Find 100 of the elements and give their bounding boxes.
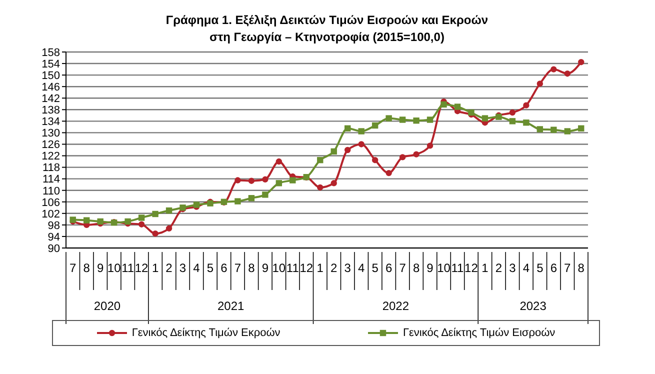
x-tick-label: 12	[134, 261, 149, 275]
point	[317, 156, 324, 164]
legend-label: Γενικός Δείκτης Τιμών Εκροών	[132, 327, 280, 339]
point	[399, 154, 406, 160]
point	[386, 115, 392, 122]
x-tick-label: 6	[550, 261, 558, 275]
x-tick-label: 9	[97, 261, 104, 275]
x-tick-label: 5	[206, 261, 214, 275]
point	[426, 142, 434, 149]
x-tick-label: 3	[179, 261, 186, 275]
x-tick-label: 7	[564, 261, 572, 275]
point	[290, 177, 296, 184]
point	[454, 104, 461, 110]
chart-title: Γράφημα 1. Εξέλιξη Δεικτών Τιμών Εισροών και Εκροών στη Γεωργία – Κτηνοτροφία (2015=100,0)	[164, 12, 490, 46]
x-tick-label: 3	[509, 261, 516, 275]
x-tick-label: 4	[358, 261, 365, 275]
point	[344, 146, 351, 154]
point	[248, 178, 255, 184]
x-tick-label: 11	[122, 261, 134, 275]
text: 2020	[94, 299, 121, 313]
point	[509, 118, 516, 124]
x-tick-label: 4	[193, 261, 200, 275]
y-tick-label: 98	[48, 220, 60, 232]
point	[523, 120, 530, 126]
x-tick-label: 8	[412, 261, 420, 275]
point	[372, 156, 378, 164]
point	[152, 210, 158, 218]
point	[578, 58, 584, 66]
x-tick-label: 7	[234, 261, 242, 275]
point	[564, 128, 570, 134]
y-tick-label: 126	[42, 139, 60, 152]
y-tick-label: 146	[42, 81, 60, 94]
point	[138, 221, 145, 228]
x-tick-label: 11	[286, 261, 300, 275]
point	[482, 115, 488, 122]
x-tick-label: 11	[451, 261, 464, 275]
point	[262, 176, 268, 182]
point	[413, 151, 420, 158]
legend-label: Γενικός Δείκτης Τιμών Εισροών	[402, 327, 556, 339]
point	[234, 177, 241, 184]
y-tick-label: 130	[42, 128, 60, 140]
point	[550, 66, 557, 72]
x-tick-label: 5	[372, 261, 379, 275]
y-tick-label: 102	[42, 208, 60, 220]
y-tick-label: 122	[42, 150, 60, 163]
x-tick-label: 8	[83, 261, 90, 275]
y-tick-label: 142	[42, 93, 60, 106]
point	[138, 214, 145, 221]
point	[523, 102, 530, 108]
x-tick-label: 2	[495, 261, 502, 275]
x-tick-label: 12	[300, 261, 314, 275]
y-tick-label: 118	[42, 162, 60, 174]
point	[166, 225, 172, 232]
point	[413, 118, 420, 124]
point	[166, 207, 172, 214]
point	[426, 116, 434, 123]
point	[564, 70, 570, 77]
y-tick-label: 106	[42, 196, 60, 209]
point	[358, 128, 364, 134]
point	[578, 125, 584, 132]
point	[330, 180, 337, 186]
point	[536, 126, 544, 132]
x-tick-label: 10	[107, 261, 122, 275]
x-tick-label: 2	[166, 261, 173, 275]
text: 2021	[217, 299, 245, 313]
x-tick-label: 4	[522, 261, 530, 275]
point	[509, 109, 516, 116]
x-tick-label: 2	[330, 261, 338, 275]
x-tick-label: 10	[437, 261, 451, 275]
point	[330, 148, 337, 155]
y-tick-label: 154	[42, 58, 60, 70]
x-tick-label: 7	[399, 261, 406, 275]
point	[276, 158, 282, 165]
point	[372, 122, 378, 129]
point	[234, 198, 241, 204]
y-tick-label: 138	[42, 104, 60, 117]
y-tick-label: 90	[48, 242, 60, 255]
point	[248, 195, 255, 202]
text: 2022	[382, 299, 410, 313]
y-tick-label: 158	[42, 46, 60, 59]
text: 2023	[520, 299, 547, 313]
x-tick-label: 8	[578, 261, 585, 275]
y-tick-label: 114	[42, 174, 60, 186]
point	[152, 230, 158, 237]
y-tick-label: 110	[42, 185, 60, 198]
point	[550, 126, 557, 133]
point	[262, 192, 268, 198]
y-tick-label: 134	[42, 116, 60, 128]
point	[84, 217, 90, 224]
point	[358, 141, 364, 148]
x-tick-label: 12	[464, 261, 478, 275]
x-tick-label: 1	[152, 261, 159, 275]
point	[317, 184, 324, 191]
point	[276, 180, 282, 186]
y-tick-label: 94	[48, 231, 60, 244]
x-tick-label: 6	[220, 261, 228, 275]
x-tick-label: 10	[272, 261, 286, 275]
x-tick-label: 3	[344, 261, 352, 275]
point	[386, 170, 392, 176]
point	[344, 125, 351, 132]
